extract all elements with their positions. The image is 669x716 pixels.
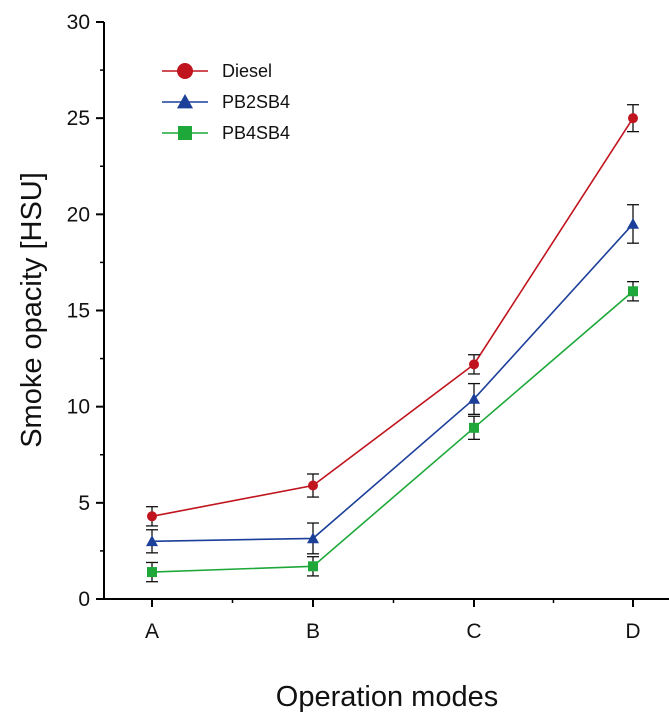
data-point-pb2sb4 (307, 532, 319, 544)
series-line-pb4sb4 (151, 290, 634, 573)
x-tick-label: B (306, 620, 320, 643)
legend-label-pb2sb4: PB2SB4 (222, 92, 290, 112)
data-point-pb4sb4 (308, 561, 318, 572)
series-pb4sb4 (146, 280, 639, 583)
data-point-diesel (308, 480, 318, 491)
legend-label-pb4sb4: PB4SB4 (222, 123, 290, 143)
x-tick-label: A (145, 620, 159, 643)
y-tick-label: 5 (78, 492, 90, 515)
data-point-pb2sb4 (146, 535, 158, 547)
legend: Diesel PB2SB4 PB4SB4 (162, 61, 290, 143)
y-tick-label: 25 (67, 107, 90, 130)
series-line-diesel (151, 117, 634, 518)
series-line-pb2sb4 (151, 223, 634, 543)
data-point-diesel (469, 359, 479, 370)
axes: 0 5 10 15 20 25 30 A B C D (67, 11, 669, 643)
series-pb2sb4 (146, 204, 639, 555)
data-point-pb2sb4 (468, 392, 480, 404)
data-point-pb4sb4 (147, 567, 157, 578)
y-tick-label: 15 (67, 300, 90, 323)
data-point-diesel (147, 511, 157, 522)
y-tick-label: 20 (67, 203, 90, 226)
series-diesel (146, 104, 639, 527)
x-tick-label: D (625, 620, 640, 643)
x-tick-label: C (466, 620, 481, 643)
y-tick-label: 10 (67, 396, 90, 419)
series-layer (146, 104, 639, 583)
legend-label-diesel: Diesel (222, 61, 272, 81)
legend-marker-diesel (177, 63, 193, 79)
data-point-diesel (628, 113, 638, 124)
data-point-pb4sb4 (469, 422, 479, 433)
legend-marker-pb4sb4 (178, 126, 192, 140)
y-tick-label: 0 (78, 588, 90, 611)
legend-marker-pb2sb4 (177, 94, 193, 109)
data-point-pb2sb4 (627, 217, 639, 229)
x-axis-title: Operation modes (276, 681, 498, 713)
y-axis-title: Smoke opacity [HSU] (16, 172, 48, 448)
y-tick-label: 30 (67, 11, 90, 34)
data-point-pb4sb4 (628, 286, 638, 297)
